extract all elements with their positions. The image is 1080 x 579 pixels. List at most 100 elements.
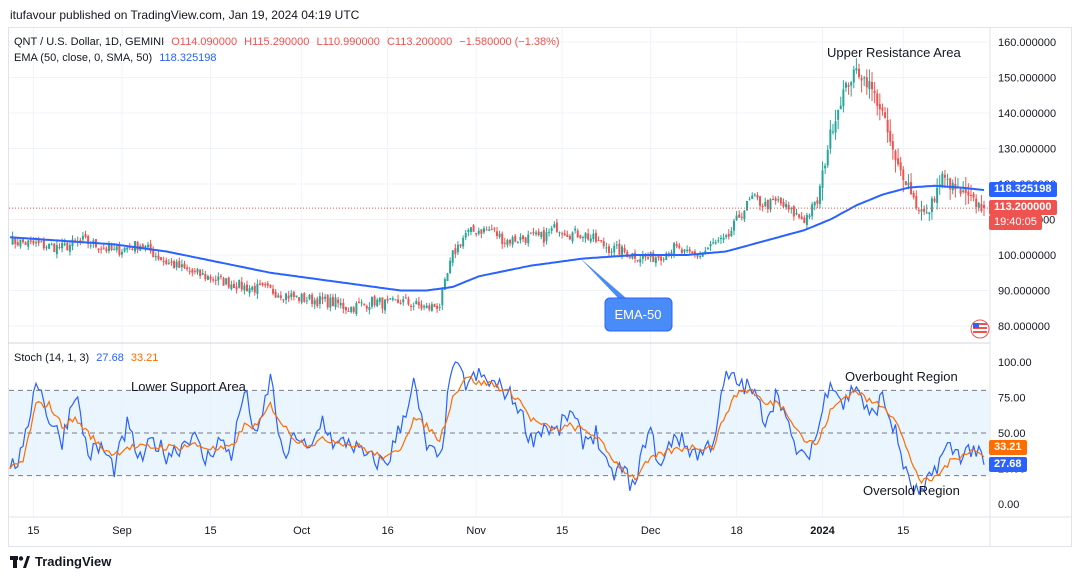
- candle: [550, 225, 553, 235]
- candle-body: [394, 299, 397, 301]
- candle-body: [902, 169, 905, 181]
- us-flag-icon[interactable]: [970, 319, 990, 339]
- candle-body: [863, 77, 866, 79]
- candle-body: [347, 310, 350, 312]
- tradingview-footer[interactable]: TradingView: [10, 554, 111, 569]
- candle: [227, 276, 230, 289]
- candle-body: [662, 259, 665, 261]
- candle-body: [850, 82, 853, 86]
- candle: [50, 242, 53, 246]
- candle-body: [352, 307, 355, 312]
- candle-body: [837, 109, 840, 120]
- candle: [222, 276, 225, 286]
- candle: [542, 226, 545, 247]
- candle-body: [188, 271, 191, 273]
- candle-body: [766, 199, 769, 210]
- candle-body: [665, 253, 668, 260]
- candle-body: [240, 281, 243, 290]
- candle-body: [19, 239, 22, 247]
- stoch-label[interactable]: Stoch (14, 1, 3): [14, 352, 90, 364]
- candle-body: [977, 202, 980, 208]
- candle-body: [186, 267, 189, 270]
- candle: [384, 299, 387, 314]
- publisher-caption: itufavour published on TradingView.com, …: [10, 8, 360, 22]
- candle-body: [949, 178, 952, 190]
- candle-body: [811, 204, 814, 217]
- candle-body: [272, 288, 275, 294]
- candle: [248, 285, 251, 297]
- candle-body: [118, 244, 121, 256]
- candle: [933, 196, 936, 203]
- candle: [370, 296, 373, 309]
- candle: [756, 192, 759, 201]
- candle-body: [798, 214, 801, 218]
- stoch-k-tag: 27.68: [989, 457, 1027, 472]
- candle: [949, 177, 952, 200]
- candle-body: [894, 150, 897, 161]
- candle-body: [68, 245, 71, 252]
- candle-body: [584, 233, 587, 239]
- candle-body: [691, 251, 694, 254]
- candle: [482, 226, 485, 235]
- candle-body: [878, 103, 881, 110]
- candle-body: [370, 297, 373, 307]
- candle: [897, 148, 900, 167]
- candle-body: [214, 279, 217, 281]
- candle-body: [170, 261, 173, 263]
- candle-body: [800, 216, 803, 220]
- candle-body: [727, 233, 730, 237]
- price-tick-label: 150.000000: [998, 73, 1056, 85]
- candle: [167, 258, 170, 265]
- candle: [975, 194, 978, 214]
- lower-support-label: Lower Support Area: [131, 379, 247, 394]
- symbol-label[interactable]: QNT / U.S. Dollar, 1D, GEMINI: [14, 36, 165, 48]
- candle: [355, 301, 358, 317]
- candle-body: [587, 233, 590, 240]
- candle: [610, 248, 613, 257]
- candle: [977, 201, 980, 212]
- candle-body: [464, 233, 467, 238]
- candle: [772, 195, 775, 201]
- candle: [928, 211, 931, 222]
- candle-body: [287, 295, 290, 299]
- candle: [735, 211, 738, 222]
- time-tick-label: Dec: [641, 525, 661, 537]
- stoch-d-line: [9, 375, 985, 485]
- candle-body: [326, 295, 329, 308]
- candle-body: [818, 186, 821, 205]
- candle-body: [35, 242, 38, 244]
- candle-body: [571, 232, 574, 242]
- candle-body: [339, 303, 342, 306]
- candle: [532, 227, 535, 236]
- candle-body: [376, 299, 379, 307]
- candle-body: [831, 131, 834, 133]
- change-value: −1.580000 (−1.38%): [459, 36, 560, 48]
- candle: [272, 284, 275, 296]
- candle-body: [548, 231, 551, 233]
- candle: [732, 218, 735, 236]
- candle-body: [167, 262, 170, 264]
- candle-body: [365, 305, 368, 309]
- candle: [331, 293, 334, 307]
- candle: [120, 249, 123, 258]
- time-axis[interactable]: 15 Sep 15 Oct 16 Nov 15 Dec 18 2024 15: [27, 525, 909, 537]
- candle-body: [61, 243, 64, 249]
- candle: [107, 240, 110, 254]
- candle-body: [852, 69, 855, 83]
- time-tick-label: Nov: [466, 525, 486, 537]
- candle-body: [967, 191, 970, 196]
- candle: [225, 277, 228, 286]
- candle: [964, 176, 967, 206]
- candle-body: [803, 217, 806, 224]
- candle-body: [490, 229, 493, 231]
- candle: [798, 213, 801, 220]
- candle-body: [451, 250, 454, 263]
- candle: [160, 256, 163, 261]
- candle: [777, 195, 780, 203]
- candle: [324, 293, 327, 302]
- ema-label[interactable]: EMA (50, close, 0, SMA, 50): [14, 52, 153, 64]
- candle: [292, 290, 295, 301]
- candle: [860, 74, 863, 93]
